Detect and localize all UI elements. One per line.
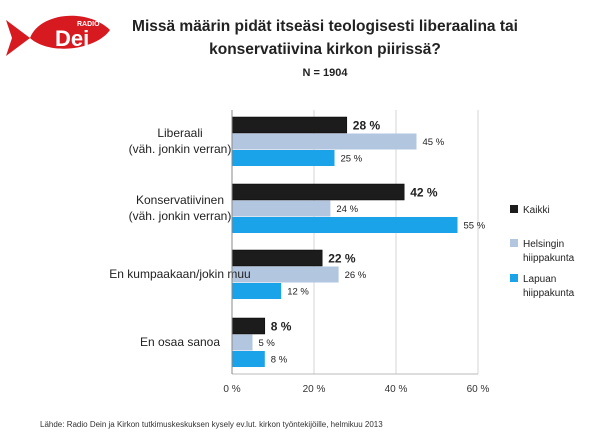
fish-logo-icon [6, 15, 110, 56]
bar-value-label: 8 % [271, 320, 292, 334]
chart-title-line-1: Missä määrin pidät itseäsi teologisesti … [132, 18, 518, 35]
bar [231, 183, 405, 201]
legend-label-lapuan-1: Lapuan [523, 274, 556, 285]
x-tick-label: 0 % [223, 384, 240, 395]
bar-value-label: 12 % [287, 287, 309, 298]
category-label: En kumpaakaan/jokin muu [109, 267, 250, 281]
legend-label-helsingin-1: Helsingin [523, 239, 564, 250]
bar [231, 317, 266, 335]
radio-dei-logo: RADIO Dei [6, 15, 110, 56]
bar-value-label: 24 % [336, 204, 358, 215]
bar-value-label: 22 % [328, 252, 356, 266]
bar [232, 133, 417, 150]
bar-value-label: 42 % [410, 186, 438, 200]
chart-title-line-2: konservatiivina kirkon piirissä? [209, 41, 441, 58]
bar-value-label: 45 % [423, 137, 445, 148]
gridlines [232, 110, 479, 375]
x-axis-ticks: 0 % 20 % 40 % 60 % [223, 384, 489, 395]
bar [232, 200, 331, 217]
category-label: (väh. jonkin verran) [129, 142, 232, 156]
bar-value-label: 55 % [464, 221, 486, 232]
category-labels: Liberaali (väh. jonkin verran) Konservatii… [109, 126, 250, 349]
bars [231, 116, 458, 367]
legend: Kaikki Helsingin hiippakunta Lapuan hiip… [510, 205, 575, 299]
bar [232, 150, 335, 166]
bar-value-label: 28 % [353, 119, 381, 133]
legend-label-helsingin-2: hiippakunta [523, 253, 575, 264]
x-tick-label: 60 % [467, 384, 490, 395]
source-note: Lähde: Radio Dein ja Kirkon tutkimuskesk… [40, 420, 383, 429]
x-tick-label: 40 % [385, 384, 408, 395]
category-label: (väh. jonkin verran) [129, 209, 232, 223]
logo-text: Dei [55, 26, 89, 51]
x-tick-label: 20 % [303, 384, 326, 395]
legend-label-lapuan-2: hiippakunta [523, 288, 575, 299]
bar-value-label: 26 % [345, 270, 367, 281]
logo-small-text: RADIO [77, 21, 100, 28]
category-label: En osaa sanoa [140, 335, 220, 349]
bar-value-label: 8 % [271, 355, 288, 366]
legend-swatch-lapuan [510, 274, 518, 282]
bar-value-label: 25 % [341, 154, 363, 165]
bar [231, 116, 348, 134]
bar [232, 334, 253, 351]
bar [231, 249, 323, 267]
legend-swatch-helsingin [510, 239, 518, 247]
category-label: Konservatiivinen [136, 193, 224, 207]
bar-value-label: 5 % [259, 338, 276, 349]
legend-swatch-kaikki [510, 205, 518, 213]
bar [232, 283, 282, 299]
bar [232, 266, 339, 283]
chart-subtitle: N = 1904 [303, 67, 349, 79]
bar-value-labels: 28 % 45 % 25 % 42 % 24 % 55 % 22 % 26 % 12 % 8 % 5… [259, 119, 486, 366]
bar [232, 351, 265, 367]
category-label: Liberaali [157, 126, 202, 140]
bar [232, 217, 458, 233]
legend-label-kaikki: Kaikki [523, 205, 550, 216]
